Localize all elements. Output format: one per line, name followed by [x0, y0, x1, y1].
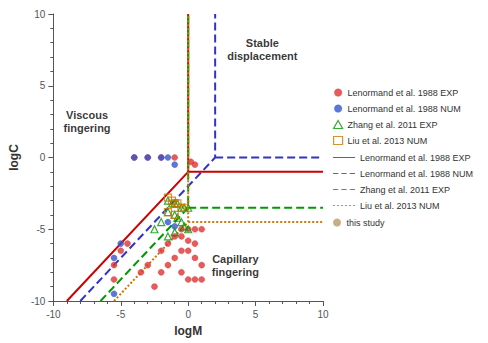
svg-text:5: 5 [253, 309, 259, 320]
svg-text:0: 0 [40, 152, 46, 163]
svg-text:Lenormand et al. 1988 EXP: Lenormand et al. 1988 EXP [360, 153, 471, 163]
svg-text:10: 10 [317, 309, 329, 320]
svg-text:displacement: displacement [227, 50, 298, 62]
svg-text:fingering: fingering [212, 266, 259, 278]
svg-text:Zhang et al. 2011 EXP: Zhang et al. 2011 EXP [360, 185, 450, 195]
svg-text:Liu et al. 2013 NUM: Liu et al. 2013 NUM [360, 201, 440, 211]
svg-text:-10: -10 [31, 296, 46, 307]
svg-text:0: 0 [185, 309, 191, 320]
svg-text:logM: logM [174, 324, 202, 338]
svg-text:logC: logC [7, 144, 21, 171]
svg-text:5: 5 [40, 80, 46, 91]
svg-text:Lenormand et al. 1988 NUM: Lenormand et al. 1988 NUM [348, 104, 461, 114]
svg-text:Lenormand et al. 1988 NUM: Lenormand et al. 1988 NUM [360, 169, 473, 179]
svg-text:Liu et al. 2013 NUM: Liu et al. 2013 NUM [348, 136, 428, 146]
svg-text:Stable: Stable [246, 37, 279, 49]
svg-text:Lenormand et al. 1988 EXP: Lenormand et al. 1988 EXP [348, 88, 459, 98]
svg-text:10: 10 [34, 9, 46, 20]
svg-text:Viscous: Viscous [66, 109, 108, 121]
svg-text:Capillary: Capillary [212, 253, 259, 265]
svg-text:-5: -5 [116, 309, 125, 320]
svg-text:this study: this study [347, 218, 386, 228]
svg-text:fingering: fingering [64, 122, 111, 134]
svg-text:Zhang et al. 2011 EXP: Zhang et al. 2011 EXP [348, 120, 438, 130]
svg-text:-5: -5 [36, 224, 45, 235]
svg-text:-10: -10 [46, 309, 61, 320]
